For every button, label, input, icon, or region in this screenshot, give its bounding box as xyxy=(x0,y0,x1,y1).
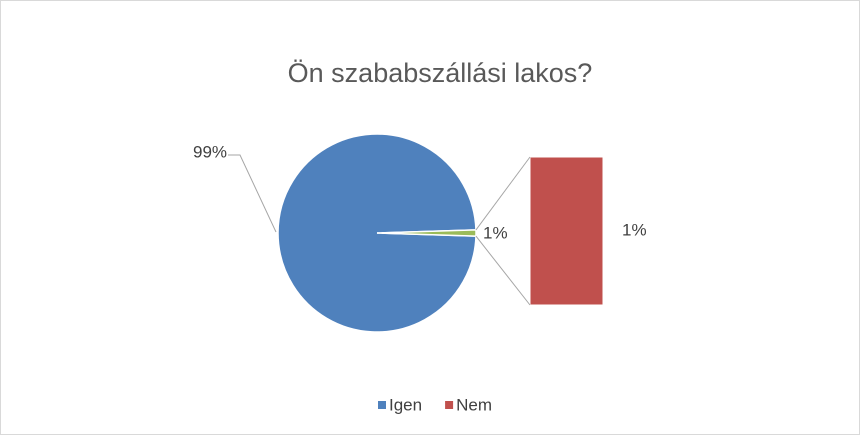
leader-line xyxy=(228,154,277,233)
data-label: 1% xyxy=(622,220,647,239)
legend-swatch xyxy=(378,401,386,409)
connector-line xyxy=(475,156,531,231)
data-label: 1% xyxy=(483,223,508,242)
pie-other-slice xyxy=(376,229,477,237)
bar-segment xyxy=(529,156,604,306)
pie-slice xyxy=(277,133,477,333)
data-label: 99% xyxy=(193,142,227,161)
legend-swatch xyxy=(445,401,454,409)
connector-line xyxy=(475,235,531,306)
legend-label: Nem xyxy=(456,395,492,414)
legend-label: Igen xyxy=(389,395,422,414)
chart-title: Ön szababszállási lakos? xyxy=(288,58,593,88)
